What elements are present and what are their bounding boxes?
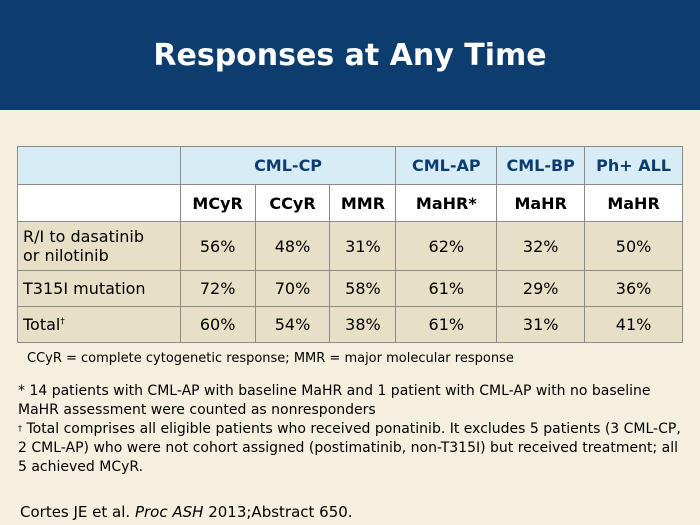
- value-cell: 38%: [329, 306, 397, 343]
- value-cell: 58%: [329, 270, 397, 307]
- table-row: Total† 60% 54% 38% 61% 31% 41%: [17, 306, 683, 343]
- row-label-line: R/I to dasatinib: [23, 227, 145, 246]
- group-header-cml-ap: CML-AP: [395, 146, 498, 185]
- value-cell: 72%: [179, 270, 256, 307]
- value-cell: 56%: [179, 221, 256, 271]
- table-row: T315I mutation 72% 70% 58% 61% 29% 36%: [17, 270, 683, 307]
- group-header-row: CML-CP CML-AP CML-BP Ph+ ALL: [17, 146, 683, 185]
- value-cell: 62%: [395, 221, 498, 271]
- group-header-cml-cp: CML-CP: [179, 146, 397, 185]
- subheader-cell: MMR: [329, 184, 397, 222]
- subheader-cell: MaHR: [496, 184, 586, 222]
- subheader-corner-cell: [17, 184, 181, 222]
- abbreviations-note: CCyR = complete cytogenetic response; MM…: [27, 351, 514, 366]
- title-banner: Responses at Any Time: [0, 0, 700, 110]
- row-label: R/I to dasatinib or nilotinib: [17, 221, 181, 271]
- citation-rest: 2013;Abstract 650.: [203, 503, 353, 521]
- value-cell: 54%: [254, 306, 331, 343]
- subheader-cell: MCyR: [179, 184, 256, 222]
- value-cell: 61%: [395, 270, 498, 307]
- footnotes: * 14 patients with CML-AP with baseline …: [18, 382, 688, 477]
- citation-authors: Cortes JE et al.: [20, 503, 135, 521]
- citation-journal: Proc ASH: [134, 503, 204, 521]
- footnote-dagger-text: Total comprises all eligible patients wh…: [18, 421, 681, 475]
- footnote-star: * 14 patients with CML-AP with baseline …: [18, 383, 651, 418]
- dagger-mark: †: [60, 317, 65, 327]
- value-cell: 70%: [254, 270, 331, 307]
- subheader-cell: CCyR: [254, 184, 331, 222]
- row-label: T315I mutation: [17, 270, 181, 307]
- responses-table: CML-CP CML-AP CML-BP Ph+ ALL MCyR CCyR M…: [17, 146, 683, 343]
- row-label: Total†: [17, 306, 181, 343]
- value-cell: 41%: [584, 306, 683, 343]
- page-title: Responses at Any Time: [153, 37, 547, 73]
- value-cell: 48%: [254, 221, 331, 271]
- value-cell: 61%: [395, 306, 498, 343]
- group-header-cml-bp: CML-BP: [496, 146, 586, 185]
- dagger-mark: †: [18, 424, 22, 433]
- value-cell: 29%: [496, 270, 586, 307]
- footnote-dagger: † Total comprises all eligible patients …: [18, 420, 688, 477]
- value-cell: 36%: [584, 270, 683, 307]
- value-cell: 32%: [496, 221, 586, 271]
- group-header-ph-all: Ph+ ALL: [584, 146, 683, 185]
- citation: Cortes JE et al. Proc ASH 2013;Abstract …: [20, 503, 353, 521]
- subheader-cell: MaHR: [584, 184, 683, 222]
- value-cell: 60%: [179, 306, 256, 343]
- value-cell: 50%: [584, 221, 683, 271]
- subheader-cell: MaHR*: [395, 184, 498, 222]
- header-corner-cell: [17, 146, 181, 185]
- subheader-row: MCyR CCyR MMR MaHR* MaHR MaHR: [17, 184, 683, 222]
- table-row: R/I to dasatinib or nilotinib 56% 48% 31…: [17, 221, 683, 271]
- row-label-text: Total: [23, 315, 61, 334]
- value-cell: 31%: [329, 221, 397, 271]
- row-label-line: or nilotinib: [23, 246, 109, 265]
- value-cell: 31%: [496, 306, 586, 343]
